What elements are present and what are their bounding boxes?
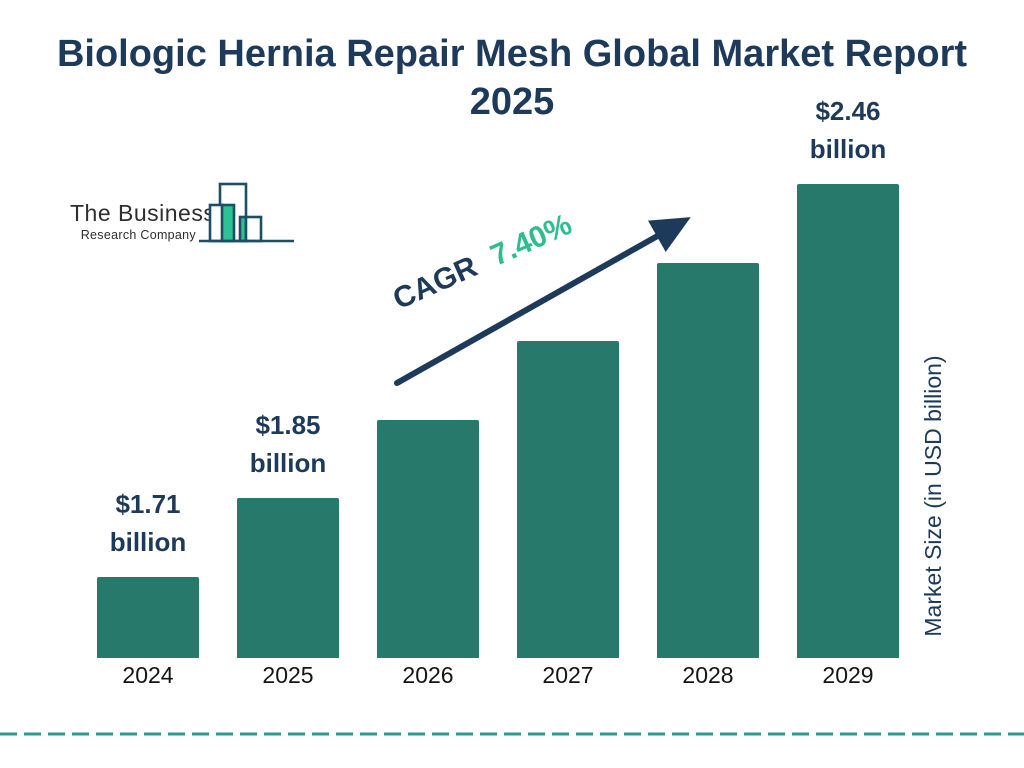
company-logo: The Business Research Company (70, 176, 300, 248)
y-axis-title: Market Size (in USD billion) (920, 355, 946, 637)
x-axis-label-2029: 2029 (822, 662, 874, 688)
bar-2029 (797, 184, 899, 658)
x-axis-label-2026: 2026 (402, 662, 454, 688)
bar-value-label-2029: $2.46 billion (809, 96, 887, 164)
company-subname: Research Company (80, 228, 196, 242)
page-title: Biologic Hernia Repair Mesh Global Marke… (56, 33, 968, 123)
bar-chart-skyline-icon (199, 182, 294, 243)
bar-2028 (657, 263, 759, 658)
company-name: The Business (70, 200, 216, 226)
bar-2024 (97, 577, 199, 658)
x-axis-label-2028: 2028 (682, 662, 734, 688)
x-axis-label-2025: 2025 (262, 662, 314, 688)
bar-2025 (237, 498, 339, 658)
bar-2027 (517, 341, 619, 658)
bar-2026 (377, 420, 479, 658)
company-logo-text: The Business Research Company (70, 200, 216, 242)
bar-value-label-2024: $1.71 billion (109, 489, 187, 557)
bar-value-label-2025: $1.85 billion (249, 410, 327, 478)
x-axis-label-2027: 2027 (542, 662, 594, 688)
x-axis-label-2024: 2024 (122, 662, 174, 688)
